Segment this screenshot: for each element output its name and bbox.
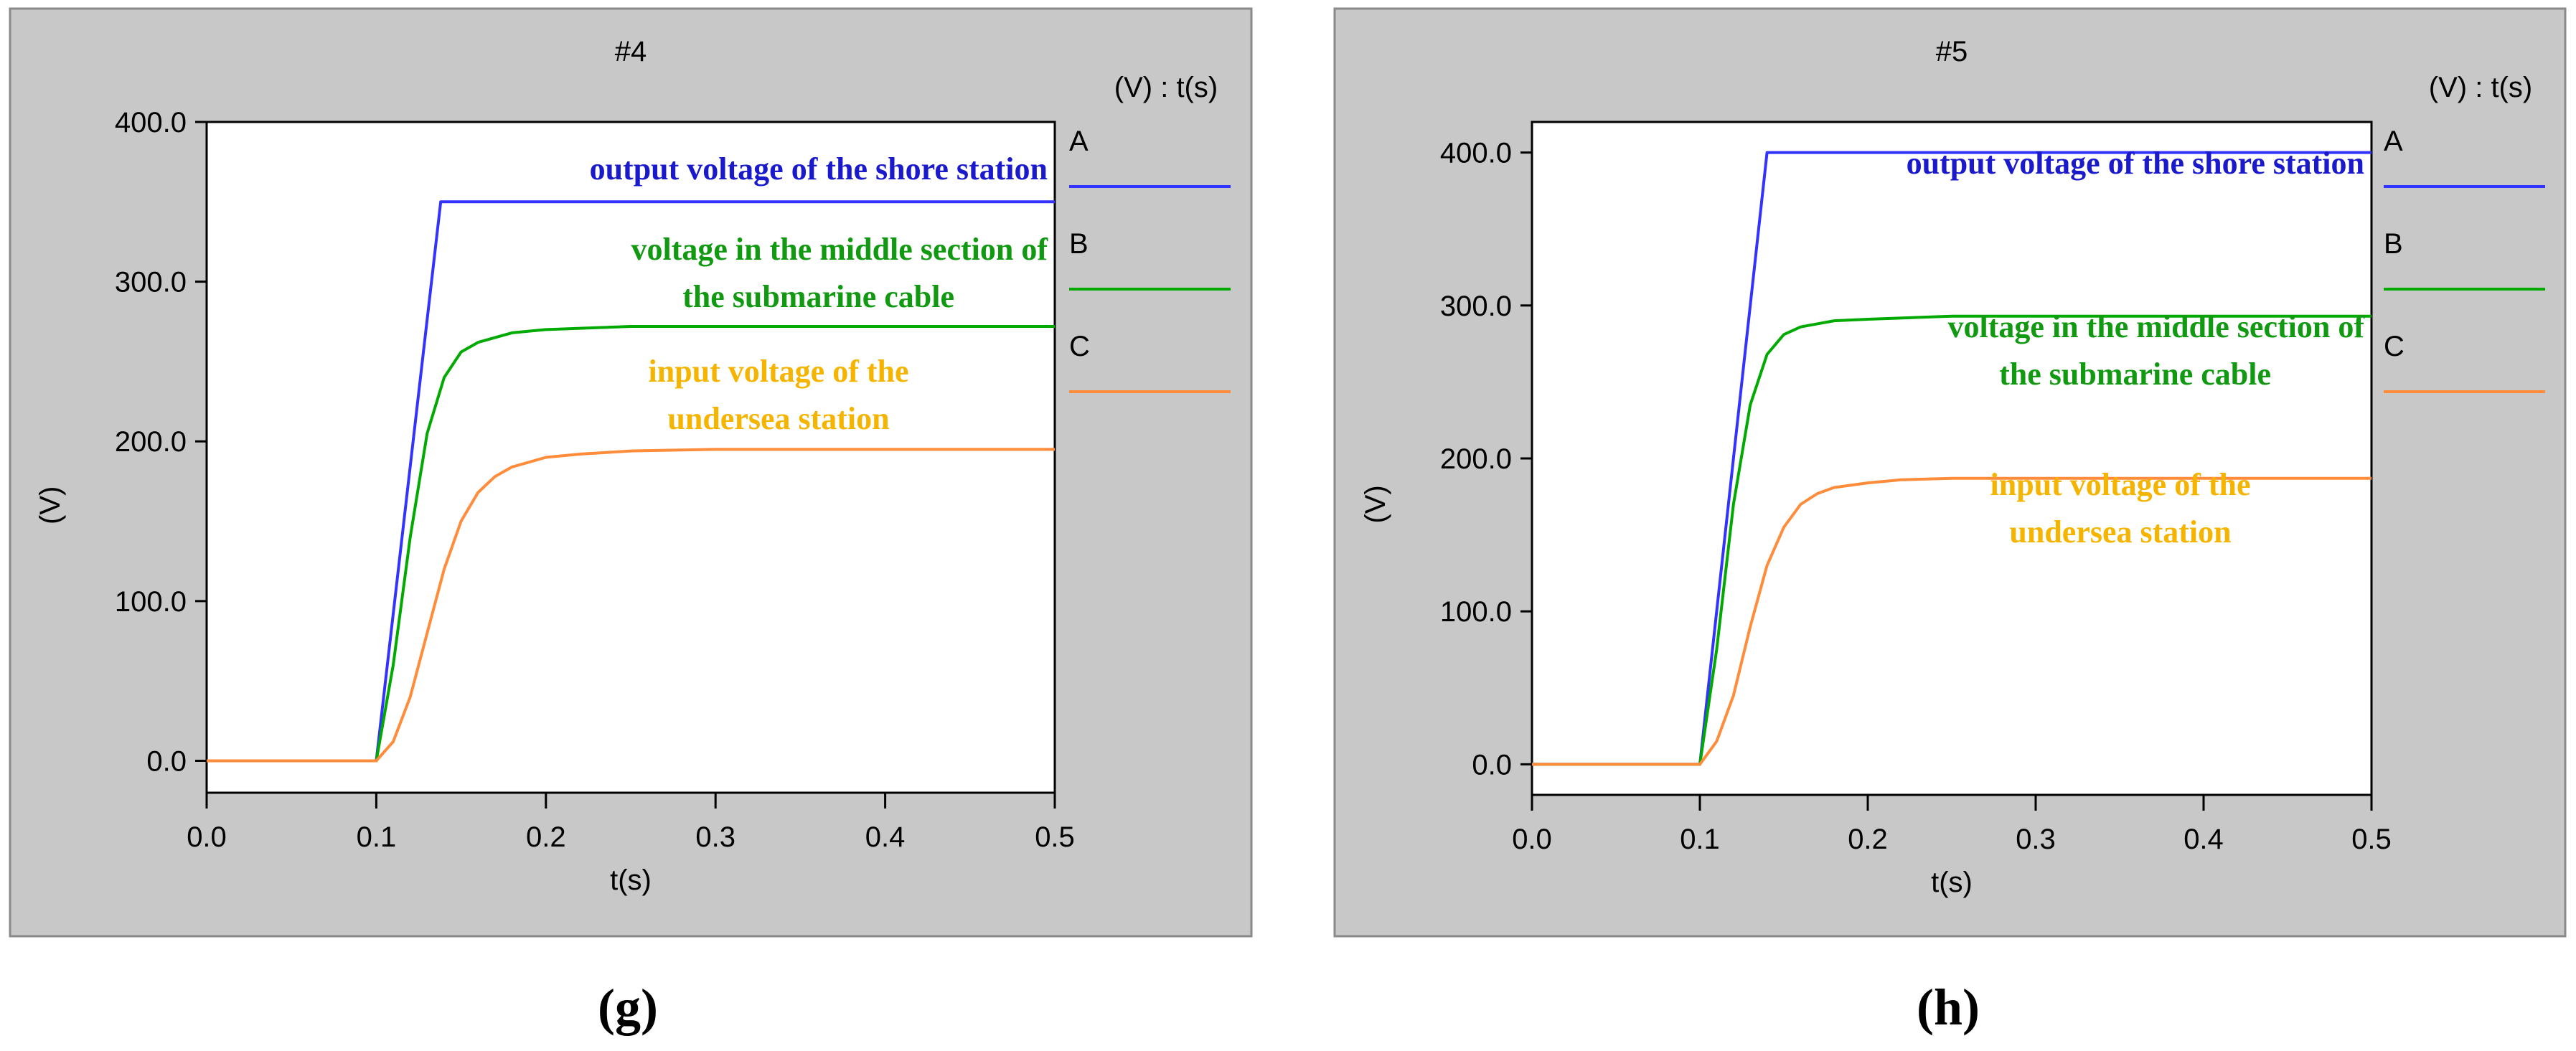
- legend-label-A: A: [1069, 126, 1089, 157]
- x-tick-label: 0.4: [865, 821, 906, 853]
- x-tick-label: 0.3: [2016, 824, 2056, 855]
- x-tick-label: 0.0: [1512, 824, 1552, 855]
- series-annotation-C: input voltage of the: [649, 354, 909, 389]
- x-tick-label: 0.3: [695, 821, 735, 853]
- series-annotation-C: input voltage of the: [1990, 467, 2251, 502]
- y-tick-label: 300.0: [1440, 291, 1512, 322]
- y-axis-label: (V): [34, 486, 66, 524]
- x-tick-label: 0.5: [2351, 824, 2392, 855]
- series-annotation-A: output voltage of the shore station: [590, 151, 1048, 187]
- series-annotation-B: the submarine cable: [1999, 357, 2271, 392]
- y-tick-label: 200.0: [1440, 443, 1512, 475]
- legend-header: (V) : t(s): [2429, 72, 2532, 103]
- series-line-C: [207, 448, 1055, 763]
- x-tick-label: 0.0: [187, 821, 227, 853]
- x-tick-label: 0.4: [2184, 824, 2224, 855]
- chart-1: #4 (V) : t(s) 0.0 100.0 200.0 300.0 400.0 0.0 0.…: [9, 7, 1253, 1036]
- x-tick-label: 0.1: [1680, 824, 1720, 855]
- x-tick-label: 0.2: [1848, 824, 1888, 855]
- y-tick-label: 300.0: [115, 267, 187, 298]
- plot-area: [205, 121, 1056, 794]
- y-tick-label: 0.0: [1472, 749, 1512, 781]
- x-axis-label: t(s): [1931, 867, 1973, 898]
- y-tick-label: 0.0: [146, 745, 187, 777]
- chart-title: #5: [1936, 36, 1968, 67]
- legend-label-C: C: [2384, 331, 2405, 362]
- x-tick-label: 0.1: [357, 821, 397, 853]
- series-line-B: [207, 325, 1055, 763]
- y-tick-label: 200.0: [115, 426, 187, 458]
- legend-label-A: A: [2384, 126, 2403, 157]
- subfigure-label: (g): [598, 979, 658, 1036]
- series-annotation-B: voltage in the middle section of: [631, 232, 1048, 267]
- x-tick-label: 0.2: [526, 821, 566, 853]
- series-line-C: [1532, 476, 2371, 766]
- series-annotation-C: undersea station: [2009, 514, 2231, 550]
- y-axis-label: (V): [1360, 485, 1391, 523]
- series-line-B: [1532, 314, 2371, 766]
- legend-label-B: B: [1069, 228, 1089, 260]
- x-axis-label: t(s): [610, 864, 652, 896]
- subfigure-label: (h): [1917, 979, 1980, 1036]
- y-tick-label: 100.0: [115, 586, 187, 618]
- legend-header: (V) : t(s): [1114, 72, 1218, 103]
- series-annotation-C: undersea station: [667, 401, 889, 436]
- y-tick-label: 400.0: [1440, 138, 1512, 169]
- legend-label-C: C: [1069, 331, 1090, 362]
- x-tick-label: 0.5: [1035, 821, 1075, 853]
- chart-2: #5 (V) : t(s) 0.0 100.0 200.0 300.0 400.0 0.0 0.…: [1333, 7, 2567, 1036]
- chart-title: #4: [615, 36, 647, 67]
- y-tick-label: 100.0: [1440, 596, 1512, 628]
- series-annotation-B: the submarine cable: [682, 279, 954, 314]
- series-annotation-B: voltage in the middle section of: [1947, 309, 2365, 344]
- series-annotation-A: output voltage of the shore station: [1907, 146, 2364, 181]
- legend-label-B: B: [2384, 228, 2403, 260]
- y-tick-label: 400.0: [115, 107, 187, 138]
- plot-area: [1531, 121, 2373, 796]
